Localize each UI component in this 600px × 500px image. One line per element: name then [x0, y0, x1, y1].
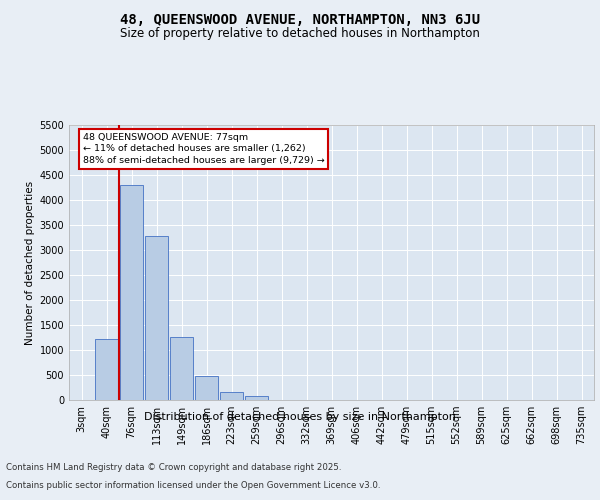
Bar	[145, 236, 169, 400]
Text: 48 QUEENSWOOD AVENUE: 77sqm
← 11% of detached houses are smaller (1,262)
88% of : 48 QUEENSWOOD AVENUE: 77sqm ← 11% of det…	[83, 132, 325, 165]
Bar	[245, 396, 268, 400]
Text: Contains HM Land Registry data © Crown copyright and database right 2025.: Contains HM Land Registry data © Crown c…	[6, 464, 341, 472]
Text: Contains public sector information licensed under the Open Government Licence v3: Contains public sector information licen…	[6, 481, 380, 490]
Text: 48, QUEENSWOOD AVENUE, NORTHAMPTON, NN3 6JU: 48, QUEENSWOOD AVENUE, NORTHAMPTON, NN3 …	[120, 12, 480, 26]
Bar	[95, 338, 118, 400]
Bar	[119, 185, 143, 400]
Bar	[220, 392, 244, 400]
Bar	[170, 337, 193, 400]
Text: Distribution of detached houses by size in Northampton: Distribution of detached houses by size …	[144, 412, 456, 422]
Y-axis label: Number of detached properties: Number of detached properties	[25, 180, 35, 344]
Text: Size of property relative to detached houses in Northampton: Size of property relative to detached ho…	[120, 28, 480, 40]
Bar	[194, 376, 218, 400]
